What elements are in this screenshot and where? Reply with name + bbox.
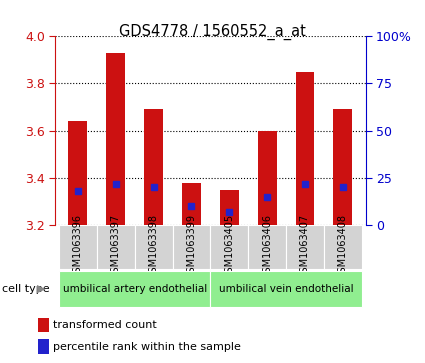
FancyBboxPatch shape <box>248 225 286 269</box>
Text: GSM1063399: GSM1063399 <box>187 214 196 280</box>
Text: GSM1063407: GSM1063407 <box>300 214 310 280</box>
Bar <box>258 131 277 225</box>
Bar <box>333 110 352 225</box>
Text: umbilical vein endothelial: umbilical vein endothelial <box>219 284 353 294</box>
FancyBboxPatch shape <box>324 225 362 269</box>
Bar <box>220 190 239 225</box>
Text: GSM1063398: GSM1063398 <box>149 214 159 280</box>
Bar <box>38 339 49 354</box>
FancyBboxPatch shape <box>286 225 324 269</box>
FancyBboxPatch shape <box>97 225 135 269</box>
Bar <box>182 183 201 225</box>
Text: GDS4778 / 1560552_a_at: GDS4778 / 1560552_a_at <box>119 24 306 40</box>
Bar <box>144 110 163 225</box>
FancyBboxPatch shape <box>59 270 210 306</box>
Text: umbilical artery endothelial: umbilical artery endothelial <box>62 284 207 294</box>
Bar <box>295 72 314 225</box>
Text: transformed count: transformed count <box>53 320 157 330</box>
Text: GSM1063405: GSM1063405 <box>224 214 234 280</box>
Text: percentile rank within the sample: percentile rank within the sample <box>53 342 241 352</box>
Text: GSM1063406: GSM1063406 <box>262 214 272 280</box>
Text: cell type: cell type <box>2 284 50 294</box>
FancyBboxPatch shape <box>59 225 97 269</box>
FancyBboxPatch shape <box>210 225 248 269</box>
FancyBboxPatch shape <box>210 270 362 306</box>
Text: GSM1063408: GSM1063408 <box>338 214 348 280</box>
Bar <box>106 53 125 225</box>
FancyBboxPatch shape <box>173 225 210 269</box>
Text: ▶: ▶ <box>37 284 46 294</box>
FancyBboxPatch shape <box>135 225 173 269</box>
Text: GSM1063397: GSM1063397 <box>111 214 121 280</box>
Bar <box>38 318 49 332</box>
Text: GSM1063396: GSM1063396 <box>73 214 83 280</box>
Bar <box>68 121 88 225</box>
